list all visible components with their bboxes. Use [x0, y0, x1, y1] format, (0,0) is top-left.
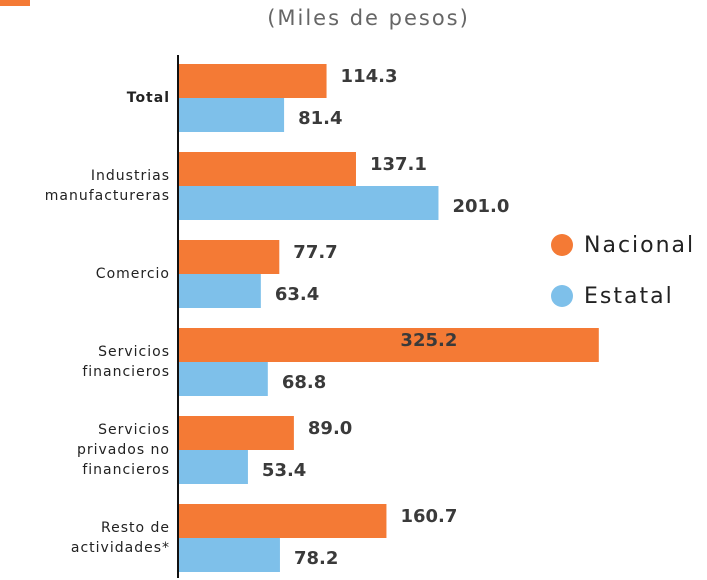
bar: [179, 152, 356, 186]
category-label: Industrias manufactureras: [44, 168, 170, 204]
bar: [179, 274, 261, 308]
value-label: 78.2: [294, 548, 338, 569]
value-label: 89.0: [308, 418, 352, 439]
title-fragment: [0, 0, 30, 6]
value-label: 68.8: [282, 372, 326, 393]
bar: [179, 328, 599, 362]
value-label: 53.4: [262, 460, 306, 481]
subtitle: (Miles de pesos): [267, 6, 470, 30]
value-label: 63.4: [275, 284, 319, 305]
bar: [179, 98, 285, 132]
legend-swatch: [551, 234, 573, 256]
legend-swatch: [551, 285, 573, 307]
bar: [179, 64, 327, 98]
value-label: 114.3: [341, 66, 398, 87]
bar: [179, 538, 280, 572]
category-label: Servicios privados no financieros: [76, 422, 170, 478]
bar: [179, 186, 439, 220]
value-label: 137.1: [370, 154, 427, 175]
value-label: 77.7: [293, 242, 337, 263]
category-label: Total: [126, 90, 170, 106]
value-label: 160.7: [400, 506, 457, 527]
bar: [179, 240, 280, 274]
bar: [179, 450, 248, 484]
value-label: 325.2: [400, 330, 457, 351]
legend-label: Nacional: [584, 233, 695, 258]
bar: [179, 504, 387, 538]
value-label: 81.4: [298, 108, 342, 129]
category-label: Resto de actividades*: [70, 520, 170, 556]
category-label: Comercio: [95, 266, 170, 282]
bar: [179, 416, 294, 450]
legend-label: Estatal: [584, 284, 674, 309]
value-label: 201.0: [452, 196, 509, 217]
bar: [179, 362, 268, 396]
category-label: Servicios financieros: [82, 344, 170, 380]
